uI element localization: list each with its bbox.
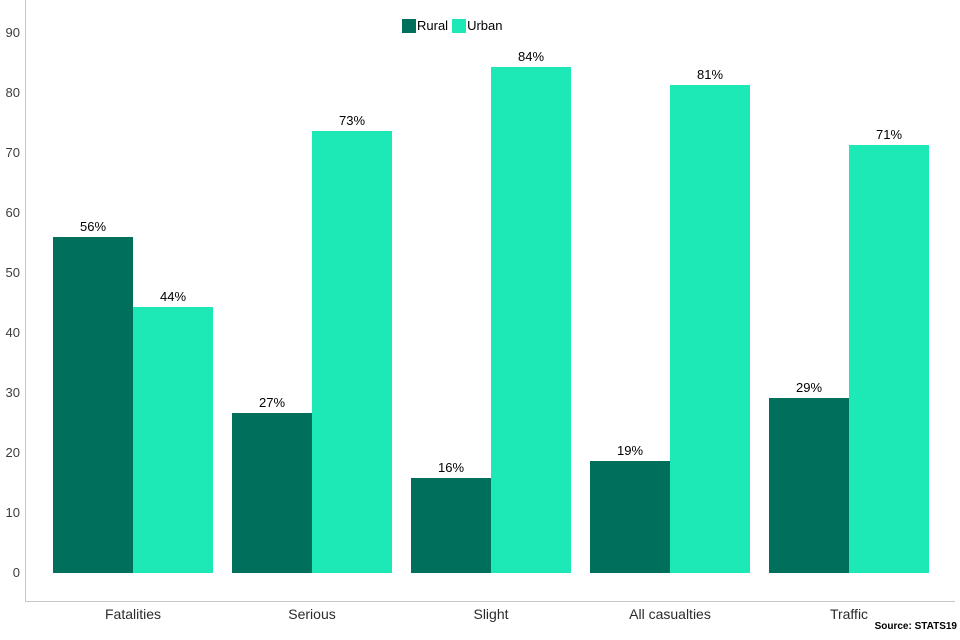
- x-axis-line: [25, 601, 955, 602]
- legend-item-rural: Rural: [402, 18, 448, 34]
- y-tick-30: 30: [5, 385, 20, 400]
- legend-label-urban: Urban: [467, 18, 503, 33]
- y-tick-50: 50: [5, 265, 20, 280]
- y-tick-0: 0: [12, 565, 20, 580]
- category-label-serious: Serious: [288, 606, 336, 622]
- legend-label-rural: Rural: [417, 18, 449, 33]
- bar-rural-traffic: [769, 398, 849, 573]
- bar-rural-all-casualties: [590, 461, 670, 573]
- value-label-rural-traffic: 29%: [795, 380, 823, 395]
- category-label-all-casualties: All casualties: [629, 606, 711, 622]
- y-tick-80: 80: [5, 85, 20, 100]
- y-tick-10: 10: [5, 505, 20, 520]
- y-tick-90: 90: [5, 25, 20, 40]
- category-label-fatalities: Fatalities: [104, 606, 162, 622]
- bar-urban-serious: [312, 131, 392, 573]
- value-label-rural-slight: 16%: [437, 460, 465, 475]
- value-label-urban-traffic: 71%: [875, 127, 903, 142]
- value-label-rural-fatalities: 56%: [79, 219, 107, 234]
- bar-urban-slight: [491, 67, 571, 573]
- value-label-urban-serious: 73%: [338, 113, 366, 128]
- legend-item-urban: Urban: [452, 18, 503, 34]
- y-tick-70: 70: [5, 145, 20, 160]
- legend-swatch-rural: [402, 19, 416, 33]
- source-note: Source: STATS19: [874, 621, 957, 632]
- y-tick-40: 40: [5, 325, 20, 340]
- legend: Rural Urban: [402, 18, 503, 34]
- y-tick-60: 60: [5, 205, 20, 220]
- category-label-slight: Slight: [473, 606, 509, 622]
- value-label-urban-fatalities: 44%: [159, 289, 187, 304]
- value-label-urban-all-casualties: 81%: [696, 67, 724, 82]
- y-tick-20: 20: [5, 445, 20, 460]
- bar-rural-serious: [232, 413, 312, 573]
- legend-swatch-urban: [452, 19, 467, 33]
- category-label-traffic: Traffic: [829, 606, 869, 622]
- value-label-rural-serious: 27%: [258, 395, 286, 410]
- bar-rural-fatalities: [53, 237, 133, 573]
- bar-urban-traffic: [849, 145, 929, 573]
- bar-rural-slight: [411, 478, 491, 573]
- value-label-rural-all-casualties: 19%: [616, 443, 644, 458]
- bar-urban-all-casualties: [670, 85, 750, 573]
- value-label-urban-slight: 84%: [517, 49, 545, 64]
- y-axis-line: [25, 0, 26, 601]
- bar-urban-fatalities: [133, 307, 213, 573]
